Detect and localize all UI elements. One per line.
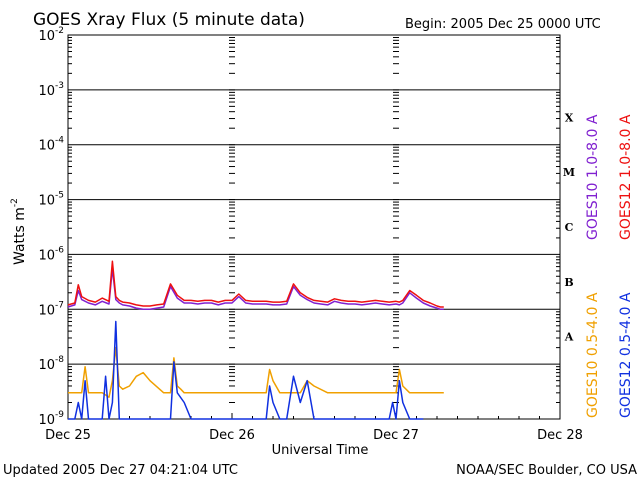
legend-entry: GOES12 0.5-4.0 A [618,292,634,418]
series-line [67,267,444,311]
y-tick-label: 10-2 [38,26,64,44]
y-tick-exp: -2 [55,26,64,36]
x-tick-label: Dec 28 [537,428,583,443]
flare-class-label: M [563,166,575,179]
y-tick-label: 10-5 [38,191,64,209]
y-axis-title-main: Watts m [12,207,28,265]
y-tick-label: 10-6 [38,245,64,263]
legend-label: GOES10 1.0-8.0 A [585,114,601,240]
y-tick-base: 10 [38,358,55,373]
y-tick-label: 10-8 [38,355,64,373]
legend-entry: GOES10 1.0-8.0 A [585,114,601,240]
y-tick-exp: -6 [55,245,64,255]
x-axis-title: Universal Time [272,443,369,458]
flare-class-label: A [564,331,574,344]
x-axis-ticks: Dec 25 Dec 26 Dec 27 Dec 28 [45,413,583,443]
y-tick-base: 10 [38,194,55,209]
legend-entry: GOES10 0.5-4.0 A [585,292,601,418]
y-tick-base: 10 [38,248,55,263]
begin-label: Begin: 2005 Dec 25 0000 UTC [405,17,601,32]
series-line [68,346,444,398]
y-tick-label: 10-3 [38,81,64,99]
chart-title: GOES Xray Flux (5 minute data) [33,10,305,30]
grid-lines [68,89,560,365]
flare-class-label: X [565,111,574,124]
y-tick-base: 10 [38,84,55,99]
y-tick-label: 10-7 [38,300,64,318]
legend-entry: GOES12 1.0-8.0 A [618,114,634,240]
x-tick-label: Dec 26 [209,428,255,443]
series-line [68,320,424,420]
y-axis-title: Watts m-2 [10,198,28,265]
series-layer [67,260,444,420]
y-axis-title-text: Watts m-2 [10,198,28,265]
y-tick-exp: -8 [55,355,64,365]
y-tick-exp: -9 [55,410,64,420]
y-tick-base: 10 [38,29,55,44]
y-tick-base: 10 [38,303,55,318]
x-tick-label: Dec 25 [45,428,91,443]
y-tick-exp: -4 [55,136,64,146]
flare-class-labels: X M C B A [563,111,575,343]
flare-class-label: B [564,276,573,289]
y-tick-label: 10-4 [38,136,64,154]
plot-frame [67,34,561,420]
legend-label: GOES10 0.5-4.0 A [585,292,601,418]
y-tick-exp: -5 [55,191,64,201]
y-tick-base: 10 [38,139,55,154]
legend: GOES10 1.0-8.0 A GOES12 1.0-8.0 A GOES10 0… [585,114,634,418]
y-axis-title-exp: -2 [10,198,20,207]
legend-label: GOES12 1.0-8.0 A [618,114,634,240]
footer-updated: Updated 2005 Dec 27 04:21:04 UTC [3,463,238,478]
y-tick-exp: -7 [55,300,64,310]
minor-ticks [229,34,399,403]
flare-class-label: C [565,221,574,234]
y-tick-exp: -3 [55,81,64,91]
x-tick-label: Dec 27 [373,428,419,443]
legend-label: GOES12 0.5-4.0 A [618,292,634,418]
y-tick-label: 10-9 [38,410,64,428]
y-axis-ticks: 10-210-310-410-510-610-710-810-9 [38,26,560,428]
footer-credit: NOAA/SEC Boulder, CO USA [456,463,637,478]
series-line [67,260,444,308]
y-tick-base: 10 [38,413,55,428]
